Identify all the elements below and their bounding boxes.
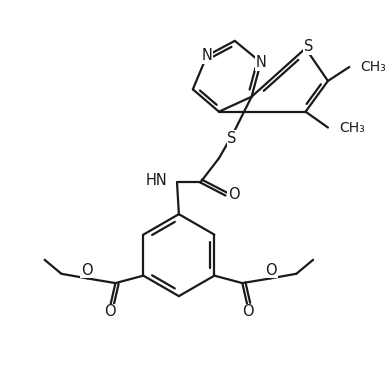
Text: O: O <box>81 263 92 277</box>
Text: N: N <box>255 55 266 70</box>
Text: O: O <box>104 304 115 319</box>
Text: CH₃: CH₃ <box>339 121 365 135</box>
Text: CH₃: CH₃ <box>360 60 385 74</box>
Text: HN: HN <box>146 173 168 188</box>
Text: O: O <box>228 187 239 202</box>
Text: O: O <box>242 304 254 319</box>
Text: O: O <box>265 263 277 277</box>
Text: S: S <box>227 131 237 146</box>
Text: N: N <box>201 48 212 63</box>
Text: S: S <box>304 39 313 54</box>
